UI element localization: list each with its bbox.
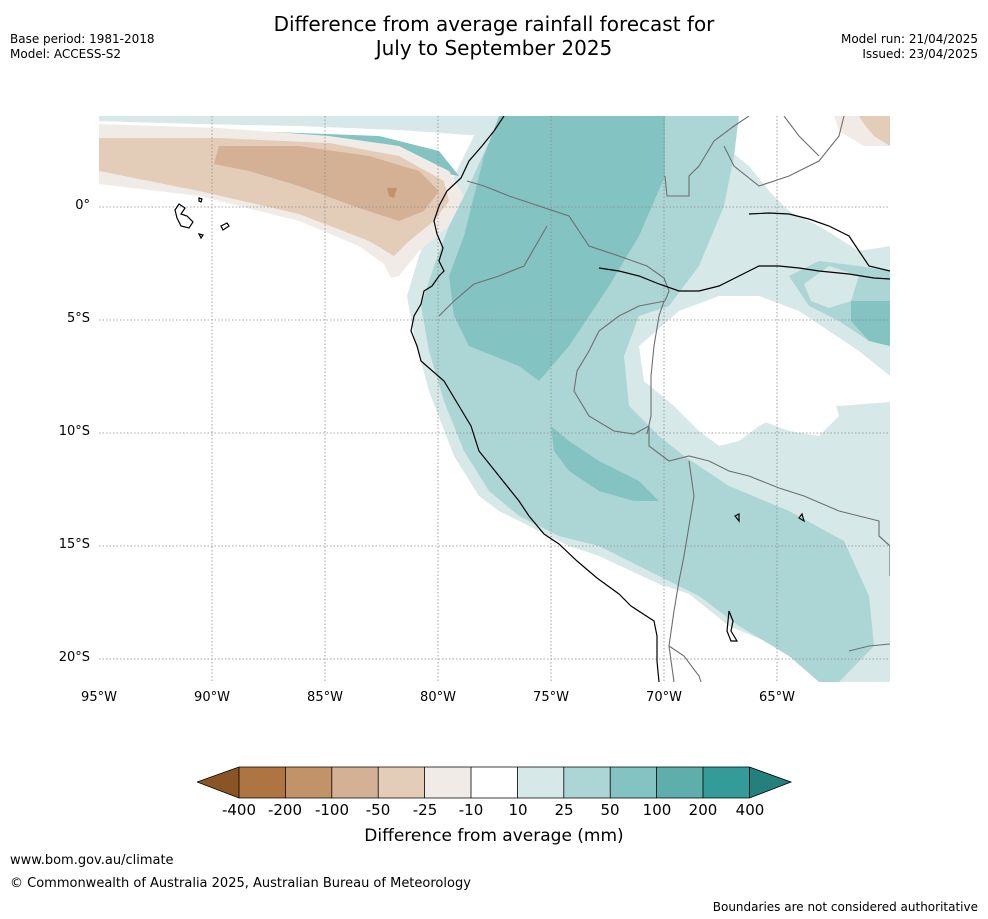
lat-label-20s: 20°S [58,650,90,665]
colorbar-label-neg200: -200 [267,801,303,819]
disclaimer-text: Boundaries are not considered authoritat… [712,900,978,914]
model-run: Model run: 21/04/2025 [840,32,978,46]
colorbar-label-neg25: -25 [412,801,438,819]
colorbar-dividers [197,766,793,799]
lon-label-70w: 70°W [646,690,682,705]
lat-label-5s: 5°S [66,311,90,326]
lat-label-15s: 15°S [58,537,90,552]
gridlines [99,116,890,682]
rainfall-anomaly-map [99,116,890,682]
colorbar-label-100: 100 [642,801,672,819]
title-line-1: Difference from average rainfall forecas… [273,12,715,36]
dry-100-200-patch [387,188,397,198]
colorbar-label-25: 25 [554,801,574,819]
lon-label-95w: 95°W [81,690,117,705]
neutral-amazon-core [704,328,839,436]
colorbar-swatch-neutral [471,767,518,798]
colorbar-label-neg10: -10 [458,801,484,819]
colorbar-swatch-dry-10 [424,767,471,798]
colorbar-arrow-left [197,767,239,798]
meta-right: Model run: 21/04/2025 Issued: 23/04/2025 [841,32,978,62]
colorbar-label-50: 50 [600,801,620,819]
colorbar-swatch-wet-50 [610,767,657,798]
wet-50-100-inland-patch [551,426,659,501]
colorbar-swatch-dry-200 [239,767,286,798]
colorbar-label-10: 10 [508,801,528,819]
colorbar-swatch-dry-100 [285,767,332,798]
lon-label-75w: 75°W [533,690,569,705]
neutral-east-region [709,116,890,251]
wet-10-25-east-hole [804,266,859,308]
lat-label-0: 0° [75,198,90,213]
colorbar-arrow-right [749,767,791,798]
lat-label-10s: 10°S [58,424,90,439]
colorbar-swatch-dry-50 [331,767,379,798]
lon-label-85w: 85°W [307,690,343,705]
issued-date: Issued: 23/04/2025 [862,47,978,61]
wet-10-25-north-band [99,116,494,136]
model-name: Model: ACCESS-S2 [10,47,122,61]
base-period: Base period: 1981-2018 [10,32,155,46]
colorbar-label-200: 200 [688,801,718,819]
colorbar-swatch-wet-100 [656,767,703,798]
wet-50-100-region [449,116,665,381]
colorbar-label-neg100: -100 [314,801,350,819]
copyright-text: © Commonwealth of Australia 2025, Austra… [10,876,471,891]
dry-50-100-region [214,146,439,221]
country-boundaries [438,116,890,682]
dry-25-50-northeast [859,116,890,146]
lon-label-90w: 90°W [194,690,230,705]
title-line-2: July to September 2025 [375,36,613,60]
colorbar [197,766,793,799]
wet-50-100-north-band [99,126,459,176]
lon-label-65w: 65°W [759,690,795,705]
lon-label-80w: 80°W [420,690,456,705]
colorbar-label-400: 400 [735,801,765,819]
colorbar-label-neg400: -400 [221,801,257,819]
colorbar-swatch-wet-10 [517,767,564,798]
colorbar-title: Difference from average (mm) [364,826,624,846]
colorbar-swatch-dry-25 [378,767,425,798]
meta-left: Base period: 1981-2018 Model: ACCESS-S2 [10,32,155,62]
wet-50-100-east-patch [851,301,890,346]
map-title: Difference from average rainfall forecas… [0,12,988,60]
colorbar-swatch-wet-200 [703,767,750,798]
coastline [174,116,890,682]
colorbar-label-neg50: -50 [365,801,391,819]
site-link[interactable]: www.bom.gov.au/climate [10,853,174,868]
colorbar-swatch-wet-25 [563,767,611,798]
